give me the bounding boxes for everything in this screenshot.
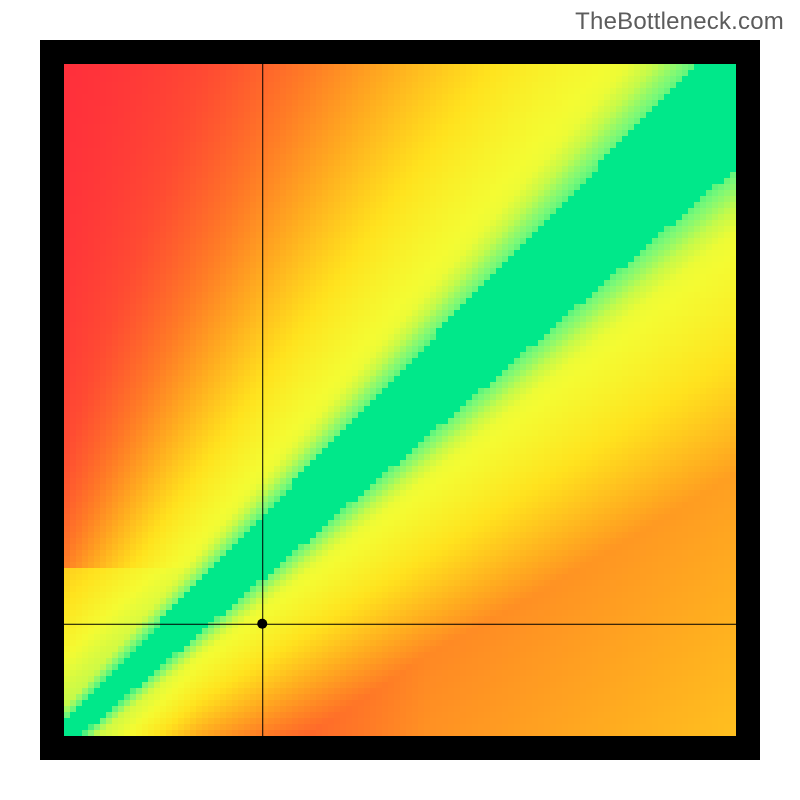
chart-frame bbox=[40, 40, 760, 760]
bottleneck-heatmap bbox=[40, 40, 760, 760]
chart-container: TheBottleneck.com bbox=[0, 0, 800, 800]
attribution-label: TheBottleneck.com bbox=[575, 8, 784, 36]
